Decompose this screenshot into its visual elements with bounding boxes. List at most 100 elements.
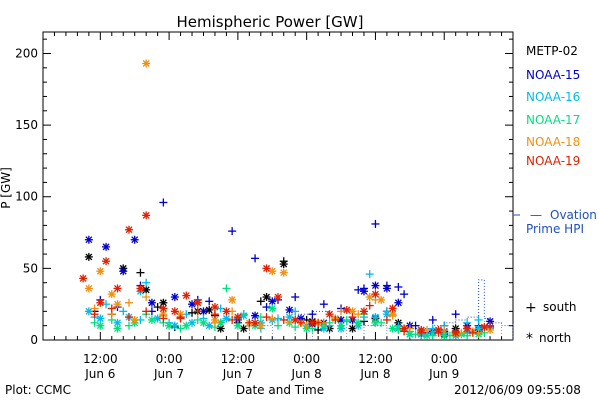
north-point-stroke <box>366 293 374 301</box>
south-point-noaa-15 <box>262 303 271 312</box>
north-point-stroke <box>159 299 167 307</box>
north-point-noaa-16 <box>371 313 380 322</box>
north-point-stroke <box>263 264 270 272</box>
north-point-stroke <box>96 315 104 322</box>
north-point-noaa-16 <box>96 314 105 323</box>
south-point-noaa-15 <box>371 219 380 228</box>
north-point-noaa-17 <box>199 318 208 327</box>
north-point-stroke <box>360 307 368 315</box>
south-point-noaa-19 <box>142 307 151 316</box>
south-marker-symbol: + <box>525 300 537 316</box>
north-point-stroke <box>136 284 144 292</box>
north-point-noaa-15 <box>382 284 391 293</box>
north-point-noaa-19 <box>463 324 472 333</box>
north-point-stroke <box>217 319 225 327</box>
plot-timestamp: 2012/06/09 09:55:08 <box>454 383 581 397</box>
north-point-stroke <box>389 325 397 332</box>
north-point-stroke <box>486 326 494 334</box>
north-point-stroke <box>377 296 385 304</box>
north-point-noaa-19 <box>113 284 122 293</box>
south-point-noaa-16 <box>365 270 374 279</box>
south-point-noaa-19 <box>107 304 116 313</box>
north-point-stroke <box>188 319 196 327</box>
legend-item-noaa-16: NOAA-16 <box>526 90 580 104</box>
north-point-noaa-18 <box>96 267 105 276</box>
north-point-stroke <box>234 313 242 321</box>
north-point-stroke <box>108 290 116 298</box>
plot-source-label: Plot: CCMC <box>5 383 71 397</box>
legend-item-noaa-15: NOAA-15 <box>526 68 580 82</box>
north-point-noaa-18 <box>113 300 122 309</box>
north-point-stroke <box>280 269 288 277</box>
north-point-stroke <box>200 307 207 315</box>
x-tick-label-time: 0:00 <box>431 352 458 366</box>
north-point-noaa-19 <box>388 304 397 313</box>
y-tick-label: 50 <box>23 261 38 275</box>
legend-item-metp-02: METP-02 <box>526 44 578 58</box>
x-tick-label-date: Jun 8 <box>359 367 390 381</box>
north-point-stroke <box>211 303 219 311</box>
south-point-noaa-19 <box>262 313 271 322</box>
north-point-stroke <box>394 299 402 307</box>
south-point-noaa-16 <box>119 307 128 316</box>
north-point-noaa-15 <box>268 297 277 306</box>
north-point-stroke <box>114 325 121 332</box>
south-point-noaa-19 <box>382 315 391 324</box>
north-point-stroke <box>159 305 167 312</box>
north-point-stroke <box>222 307 230 315</box>
north-point-noaa-19 <box>182 291 191 300</box>
north-point-stroke <box>222 315 230 322</box>
north-point-stroke <box>337 316 345 324</box>
north-point-stroke <box>234 322 242 330</box>
north-point-noaa-19 <box>136 284 145 293</box>
north-point-noaa-19 <box>342 305 351 314</box>
north-point-noaa-15 <box>147 298 156 307</box>
north-point-stroke <box>440 332 448 340</box>
north-point-noaa-15 <box>130 235 139 244</box>
north-point-noaa-19 <box>170 307 179 316</box>
south-point-noaa-15 <box>354 285 363 294</box>
north-point-stroke <box>423 332 431 340</box>
north-marker-symbol: * <box>526 331 533 347</box>
north-point-noaa-16 <box>84 307 93 316</box>
north-point-stroke <box>102 257 110 265</box>
south-point-noaa-17 <box>291 323 300 332</box>
north-point-stroke <box>217 325 225 332</box>
north-point-stroke <box>268 297 276 305</box>
north-point-noaa-19 <box>325 310 334 319</box>
ovation-legend-line2: Prime HPI <box>526 222 584 236</box>
north-point-noaa-17 <box>147 315 156 324</box>
north-point-stroke <box>326 310 334 318</box>
north-point-stroke <box>251 319 259 327</box>
north-point-metp-02 <box>142 285 151 294</box>
south-point-noaa-19 <box>331 315 340 324</box>
south-point-noaa-19 <box>90 310 99 319</box>
south-point-noaa-15 <box>319 300 328 309</box>
north-point-stroke <box>371 313 379 321</box>
y-tick-label: 200 <box>15 46 38 60</box>
south-point-noaa-19 <box>124 313 133 322</box>
north-point-stroke <box>371 282 379 290</box>
north-point-noaa-17 <box>233 321 242 330</box>
north-point-noaa-19 <box>417 325 426 334</box>
north-point-noaa-19 <box>79 274 88 283</box>
south-point-noaa-18 <box>142 293 151 302</box>
north-point-stroke <box>360 287 368 295</box>
north-point-stroke <box>480 323 488 331</box>
north-point-stroke <box>268 305 276 312</box>
north-point-noaa-18 <box>142 59 151 68</box>
north-point-metp-02 <box>159 298 168 307</box>
north-point-noaa-19 <box>142 211 151 220</box>
north-point-noaa-19 <box>451 328 460 337</box>
north-point-noaa-18 <box>130 315 139 324</box>
north-point-noaa-19 <box>210 303 219 312</box>
x-axis-label: Date and Time <box>236 383 324 397</box>
south-point-noaa-19 <box>210 310 219 319</box>
south-point-noaa-16 <box>142 278 151 287</box>
x-tick-label-time: 12:00 <box>358 352 393 366</box>
north-point-stroke <box>337 322 345 330</box>
south-point-noaa-15 <box>159 198 168 207</box>
north-point-noaa-16 <box>222 314 231 323</box>
north-point-stroke <box>486 317 494 325</box>
